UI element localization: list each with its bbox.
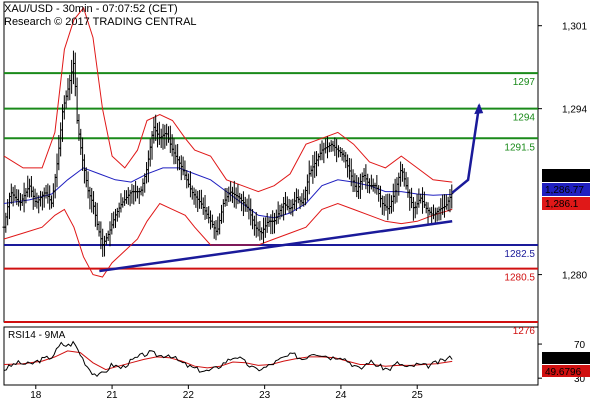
price-value-label-moving_average: 1,286.77	[545, 185, 584, 196]
price-value-label-price: 1,286.91	[545, 171, 584, 182]
price-axis-tick-label: 1,294	[562, 105, 587, 116]
level-label-support: 1282.5	[504, 249, 535, 260]
date-axis-tick-label: 24	[335, 390, 347, 400]
rsi-value-box-rsi	[542, 352, 590, 364]
projection-arrowhead	[474, 103, 484, 115]
level-label-resistance: 1291.5	[504, 142, 535, 153]
support-trendline	[99, 220, 453, 273]
price-axis-tick-label: 1,301	[562, 22, 587, 33]
rsi-ma-line	[3, 350, 453, 371]
level-label-resistance: 1297	[513, 77, 536, 88]
rsi-value-box-rsi_ma	[542, 365, 590, 377]
date-axis-tick-label: 21	[107, 390, 119, 400]
level-label-stop: 1280.5	[504, 273, 535, 284]
rsi-axis-tick-label: 70	[574, 340, 586, 351]
rsi-panel	[3, 340, 453, 378]
price-panel: 1297 1294 1291.5 1282.5 1280.5 1276	[2, 6, 538, 337]
price-value-box-bollinger	[542, 197, 590, 210]
price-value-label-bollinger: 1,286.1	[545, 199, 579, 210]
rsi-line	[3, 340, 453, 378]
price-value-box-price	[542, 169, 590, 182]
price-value-box-moving_average	[542, 183, 590, 196]
date-axis-tick-label: 25	[412, 390, 424, 400]
axes: 1,301 1,294 1,280 1,286.91 1,286.77 1,286.1 18…	[30, 22, 590, 400]
date-axis-tick-label: 18	[30, 390, 42, 400]
date-axis-tick-label: 22	[183, 390, 195, 400]
chart-header-instrument: XAU/USD - 30min - 07:07:52 (CET)	[4, 3, 178, 15]
chart-header-research: Research © 2017 TRADING CENTRAL	[4, 16, 197, 28]
level-label-stop: 1276	[513, 326, 536, 337]
date-axis-tick-label: 23	[259, 390, 271, 400]
rsi-value-label-rsi: 54.7475	[545, 354, 582, 365]
bollinger-lower-line	[3, 202, 453, 278]
rsi-axis-tick-label: 30	[574, 374, 586, 385]
level-label-resistance: 1294	[513, 113, 536, 124]
rsi-value-label-rsi_ma: 49.6796	[545, 367, 582, 378]
price-axis-tick-label: 1,280	[562, 271, 587, 282]
moving-average-line	[3, 167, 453, 219]
bollinger-upper-line	[3, 6, 453, 193]
rsi-title: RSI14 - 9MA	[8, 330, 66, 341]
projection-arrow	[451, 104, 481, 194]
